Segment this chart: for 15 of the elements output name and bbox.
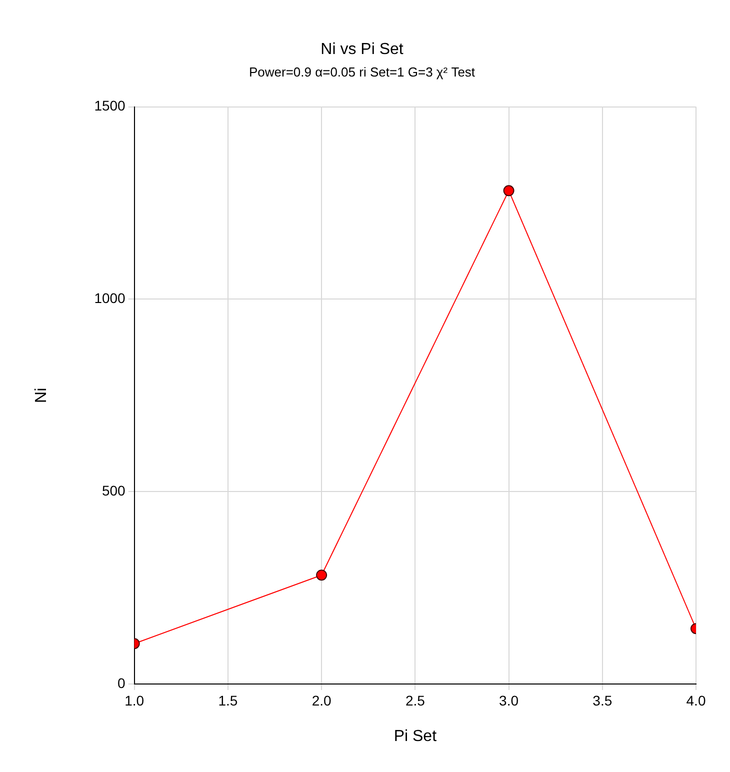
x-tick-label: 1.0 [124,692,144,708]
y-tick-label: 500 [102,482,126,498]
x-tick-label: 2.0 [312,692,332,708]
x-tick-label: 3.0 [499,692,519,708]
y-tick-label: 1500 [94,98,126,114]
x-tick-label: 4.0 [686,692,706,708]
x-tick-label: 2.5 [405,692,426,708]
x-axis-title: Pi Set [394,728,438,745]
y-tick-label: 0 [118,674,126,691]
y-axis-title: Ni [33,388,50,403]
x-tick-label: 3.5 [592,692,612,708]
chart-subtitle: Power=0.9 α=0.05 ri Set=1 G=3 χ² Test [248,64,476,80]
y-tick-label: 1000 [94,290,126,306]
chart-title: Ni vs Pi Set [320,41,404,58]
x-tick-label: 1.5 [218,692,238,708]
